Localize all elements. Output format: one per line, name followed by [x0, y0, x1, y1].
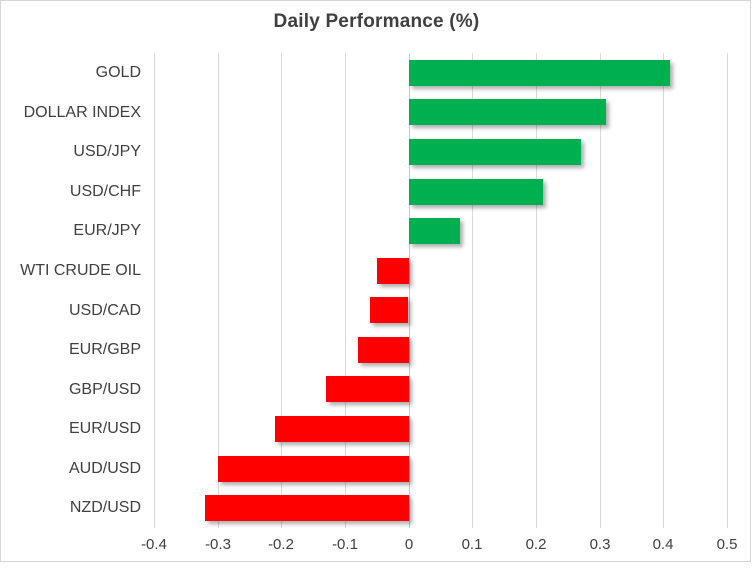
bar-eur-gbp [358, 337, 409, 363]
x-tick-label: -0.4 [141, 536, 167, 553]
gridline [472, 53, 473, 528]
bar-usd-jpy [409, 139, 581, 165]
category-label: WTI CRUDE OIL [20, 262, 141, 279]
category-label: USD/JPY [73, 143, 141, 160]
category-label: NZD/USD [69, 499, 141, 516]
category-label: EUR/GBP [68, 341, 141, 358]
gridline [154, 53, 155, 528]
bar-gold [409, 60, 670, 86]
gridline [345, 53, 346, 528]
x-tick-label: 0.5 [716, 536, 738, 553]
gridline [663, 53, 664, 528]
value-axis: -0.4 -0.3 -0.2 -0.1 0 0.1 0.2 0.3 0.4 0.5 [1, 536, 753, 558]
category-label: GOLD [95, 64, 141, 81]
x-tick-label: 0.4 [652, 536, 674, 553]
gridline [600, 53, 601, 528]
category-label: DOLLAR INDEX [23, 104, 141, 121]
x-tick-label: 0.2 [525, 536, 547, 553]
gridline [727, 53, 728, 528]
x-tick-label: 0.3 [589, 536, 611, 553]
category-label: AUD/USD [68, 460, 141, 477]
category-label: EUR/USD [68, 420, 141, 437]
zero-axis-line [409, 53, 410, 528]
category-axis: GOLD DOLLAR INDEX USD/JPY USD/CHF EUR/JPY WTI… [1, 53, 141, 528]
plot-area [154, 53, 728, 528]
bar-wti-crude-oil [377, 258, 409, 284]
bar-dollar-index [409, 99, 606, 125]
gridline [218, 53, 219, 528]
gridline [281, 53, 282, 528]
category-label: USD/CAD [68, 302, 141, 319]
category-label: EUR/JPY [73, 222, 141, 239]
bar-aud-usd [218, 456, 409, 482]
chart-title: Daily Performance (%) [273, 11, 480, 32]
bar-eur-jpy [409, 218, 460, 244]
x-tick-label: -0.2 [268, 536, 294, 553]
category-label: GBP/USD [68, 381, 141, 398]
bar-nzd-usd [205, 495, 409, 521]
bar-usd-cad [370, 297, 408, 323]
x-tick-label: 0.1 [461, 536, 483, 553]
x-tick-label: -0.3 [205, 536, 231, 553]
gridline [536, 53, 537, 528]
bar-eur-usd [275, 416, 409, 442]
bar-usd-chf [409, 179, 543, 205]
x-tick-label: -0.1 [332, 536, 358, 553]
x-tick-label: 0 [404, 536, 414, 553]
category-label: USD/CHF [69, 183, 141, 200]
bar-gbp-usd [326, 376, 409, 402]
